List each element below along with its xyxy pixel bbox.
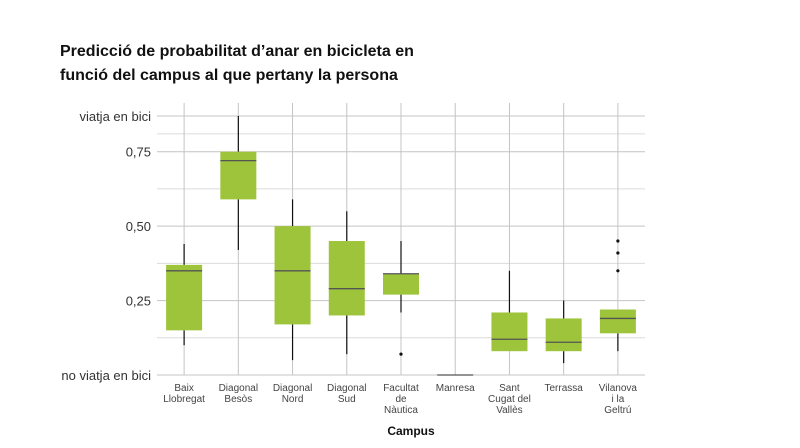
- box-group-1: [220, 116, 257, 250]
- box-group-3: [328, 211, 365, 355]
- box-6: [491, 312, 528, 352]
- box-group-7: [545, 300, 582, 364]
- boxes: [166, 116, 636, 376]
- outlier-8-2: [616, 239, 620, 243]
- x-tick-label-5: Manresa: [436, 383, 475, 394]
- x-tick-label-4: Facultat de Nàutica: [383, 383, 419, 416]
- x-axis-label: Campus: [387, 424, 435, 438]
- box-group-2: [274, 199, 311, 361]
- x-tick-label-8: Vilanova i la Geltrú: [599, 383, 638, 416]
- y-axis: no viatja en bici 0,25 0,50 0,75 viatja en b…: [61, 109, 151, 383]
- y-tick-label-4: viatja en bici: [79, 109, 151, 124]
- x-tick-label-3: Diagonal Sud: [327, 383, 366, 405]
- box-group-0: [166, 244, 203, 346]
- box-1: [220, 151, 257, 200]
- outlier-4-0: [399, 352, 403, 356]
- x-tick-label-6: Sant Cugat del Vallès: [488, 383, 531, 416]
- x-tick-label-0: Baix Llobregat: [163, 383, 205, 405]
- chart-title: Predicció de probabilitat d’anar en bici…: [60, 40, 520, 88]
- box-7: [545, 318, 582, 352]
- box-3: [328, 241, 365, 316]
- x-tick-label-7: Terrassa: [544, 383, 583, 394]
- y-tick-label-1: 0,25: [126, 294, 151, 309]
- x-tick-label-2: Diagonal Nord: [273, 383, 312, 405]
- box-group-6: [491, 270, 528, 352]
- y-tick-label-3: 0,75: [126, 145, 151, 160]
- outlier-8-1: [616, 251, 620, 255]
- y-tick-label-2: 0,50: [126, 219, 151, 234]
- y-tick-label-0: no viatja en bici: [61, 368, 151, 383]
- chart-title-line-2: funció del campus al que pertany la pers…: [60, 67, 398, 84]
- x-tick-label-1: Diagonal Besòs: [219, 383, 258, 405]
- chart-title-line-1: Predicció de probabilitat d’anar en bici…: [60, 43, 414, 60]
- box-group-8: [599, 239, 636, 352]
- x-axis: Baix Llobregat Diagonal Besòs Diagonal Nord Di…: [163, 383, 637, 416]
- box-group-4: [383, 241, 419, 356]
- box-8: [599, 309, 636, 334]
- box-4: [383, 273, 419, 295]
- box-0: [166, 264, 203, 331]
- box-2: [274, 226, 311, 325]
- outlier-8-0: [616, 269, 620, 273]
